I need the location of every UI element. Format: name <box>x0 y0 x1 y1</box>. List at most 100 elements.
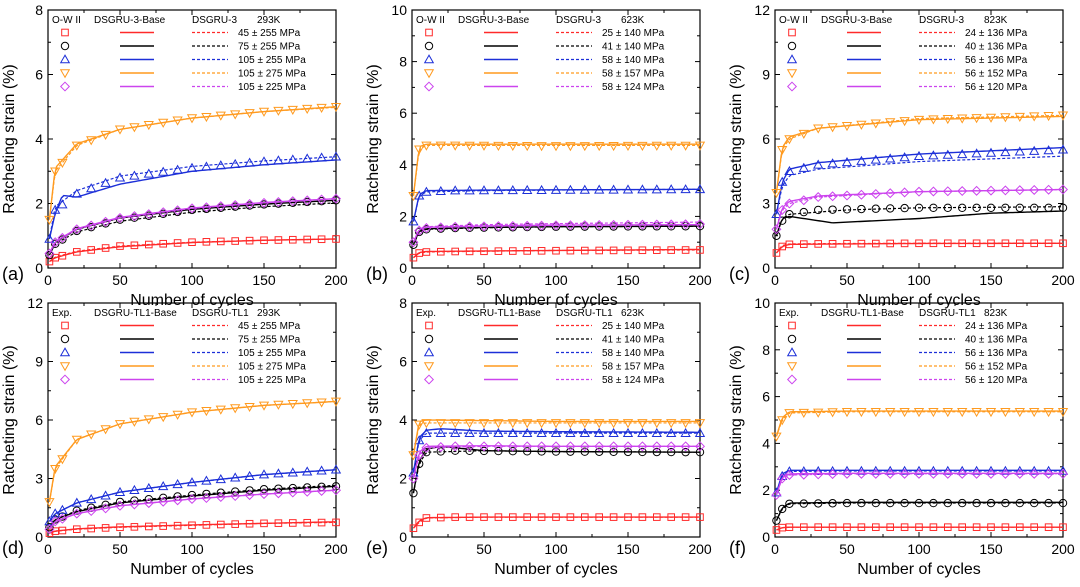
data-point-triangle-down <box>928 115 939 125</box>
legend-entry-label: 41 ± 140 MPa <box>602 335 665 346</box>
data-point-diamond <box>450 221 461 232</box>
data-point-circle <box>494 446 503 456</box>
fit-curve <box>775 502 1063 521</box>
data-point-circle <box>245 201 254 210</box>
data-point-triangle-up <box>71 497 82 507</box>
data-point-square <box>45 529 54 537</box>
data-point-triangle-down <box>1057 408 1069 418</box>
x-tick-label: 150 <box>252 541 276 557</box>
y-tick-label: 0 <box>35 529 43 545</box>
data-point-triangle-down <box>856 408 867 418</box>
legend-header: 823K <box>984 308 1008 319</box>
data-point-triangle-down <box>913 115 925 125</box>
x-tick-label: 150 <box>979 541 1003 557</box>
legend-marker-triangle-down <box>59 69 71 79</box>
data-point-circle <box>914 203 924 213</box>
data-point-square <box>509 513 517 521</box>
data-point-triangle-up <box>230 158 241 168</box>
x-tick-label: 50 <box>476 272 492 288</box>
data-point-circle <box>986 203 996 213</box>
data-point-triangle-up <box>230 472 241 482</box>
data-point-circle <box>785 499 794 508</box>
data-point-triangle-up <box>186 477 198 487</box>
x-tick-label: 50 <box>112 272 128 288</box>
data-point-triangle-down <box>1043 111 1054 122</box>
data-point-diamond <box>1000 185 1011 196</box>
y-tick-label: 0 <box>762 260 770 276</box>
base-curve <box>412 419 700 456</box>
data-point-diamond <box>44 248 55 259</box>
data-point-triangle-down <box>421 141 432 151</box>
data-point-diamond <box>928 468 939 479</box>
data-point-triangle-down <box>435 419 446 429</box>
data-point-diamond <box>798 469 809 480</box>
data-point-circle <box>871 498 880 508</box>
data-point-triangle-up <box>143 482 154 493</box>
data-point-diamond <box>694 219 706 230</box>
data-point-circle <box>681 447 690 457</box>
data-point-triangle-down <box>579 419 590 429</box>
data-point-circle <box>652 447 661 457</box>
data-point-triangle-down <box>450 141 461 151</box>
x-tick-label: 200 <box>688 541 712 557</box>
data-point-triangle-down <box>536 142 547 152</box>
legend-header: DSGRU-TL1 <box>919 308 976 319</box>
data-point-square <box>289 235 297 244</box>
data-point-square <box>785 523 794 531</box>
legend-header: DSGRU-3-Base <box>94 15 166 26</box>
data-point-diamond <box>666 219 677 230</box>
x-tick-label: 0 <box>408 272 416 288</box>
data-point-square <box>332 235 340 243</box>
data-point-circle <box>886 204 895 213</box>
y-axis-label: Ratcheting strain (%) <box>728 64 745 213</box>
data-point-square <box>595 246 604 255</box>
data-point-square <box>173 521 182 530</box>
data-point-triangle-up <box>435 185 446 196</box>
legend-header: DSGRU-TL1 <box>192 308 249 319</box>
data-point-diamond <box>637 219 648 230</box>
data-point-triangle-down <box>694 141 706 151</box>
data-point-diamond <box>666 441 677 452</box>
data-point-triangle-down <box>302 104 313 115</box>
panel-label: (b) <box>366 264 388 284</box>
data-point-diamond <box>172 205 183 216</box>
data-point-triangle-down <box>201 407 212 417</box>
data-point-triangle-down <box>913 408 925 418</box>
data-point-triangle-up <box>464 185 475 195</box>
data-point-triangle-down <box>57 158 68 168</box>
y-tick-label: 4 <box>399 412 407 428</box>
y-tick-label: 4 <box>762 435 770 451</box>
data-point-diamond <box>798 195 809 206</box>
data-point-triangle-down <box>287 105 298 115</box>
data-point-square <box>581 513 589 521</box>
data-point-diamond <box>784 198 795 209</box>
legend-header: 623K <box>621 15 645 26</box>
data-point-diamond <box>856 468 867 479</box>
data-point-triangle-up <box>565 184 576 194</box>
data-point-square <box>509 247 517 255</box>
data-point-circle <box>173 207 182 217</box>
base-curve <box>412 188 701 222</box>
x-tick-label: 50 <box>839 541 855 557</box>
data-point-diamond <box>44 524 55 535</box>
data-point-square <box>451 513 459 521</box>
base-curve <box>412 445 701 494</box>
data-point-diamond <box>1057 468 1069 479</box>
data-point-diamond <box>316 485 327 496</box>
series-0 <box>772 239 1067 257</box>
data-point-triangle-up <box>784 165 795 176</box>
legend-marker-square <box>425 321 433 330</box>
data-point-square <box>778 523 787 532</box>
data-point-square <box>523 513 532 521</box>
data-point-triangle-up <box>666 184 677 194</box>
data-point-diamond <box>186 493 198 504</box>
base-curve <box>775 501 1063 521</box>
data-point-square <box>681 513 690 521</box>
data-point-diamond <box>1029 468 1040 479</box>
data-point-triangle-up <box>579 427 590 437</box>
data-point-circle <box>814 205 823 215</box>
data-point-square <box>159 522 167 530</box>
data-point-circle <box>929 203 938 213</box>
x-tick-label: 50 <box>112 541 128 557</box>
legend-entry-label: 58 ± 157 MPa <box>602 362 665 373</box>
